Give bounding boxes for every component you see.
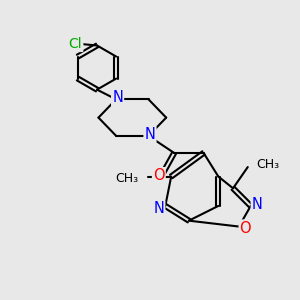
Text: N: N bbox=[145, 127, 155, 142]
Text: Cl: Cl bbox=[69, 37, 82, 51]
Text: N: N bbox=[153, 201, 164, 216]
Text: O: O bbox=[153, 168, 165, 183]
Text: CH₃: CH₃ bbox=[116, 172, 139, 185]
Text: O: O bbox=[240, 220, 251, 236]
Text: CH₃: CH₃ bbox=[256, 158, 279, 171]
Text: N: N bbox=[252, 197, 262, 212]
Text: N: N bbox=[112, 90, 123, 105]
